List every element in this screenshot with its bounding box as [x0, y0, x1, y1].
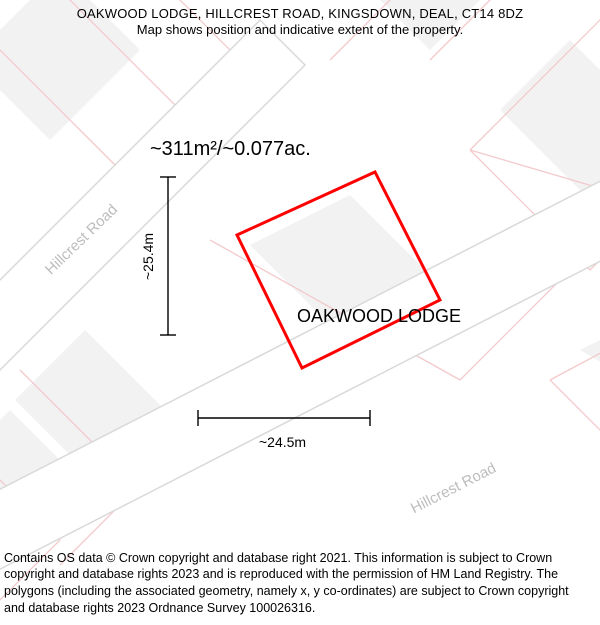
map-figure: OAKWOOD LODGE, HILLCREST ROAD, KINGSDOWN… [0, 0, 600, 625]
header: OAKWOOD LODGE, HILLCREST ROAD, KINGSDOWN… [0, 6, 600, 37]
property-label: OAKWOOD LODGE [297, 306, 461, 327]
dimension-vertical-label: ~25.4m [140, 233, 156, 280]
copyright-footer: Contains OS data © Crown copyright and d… [4, 550, 588, 618]
dimension-horizontal-label: ~24.5m [259, 434, 306, 450]
address-title: OAKWOOD LODGE, HILLCREST ROAD, KINGSDOWN… [0, 6, 600, 21]
map-subtitle: Map shows position and indicative extent… [0, 22, 600, 37]
area-label: ~311m²/~0.077ac. [150, 138, 311, 161]
